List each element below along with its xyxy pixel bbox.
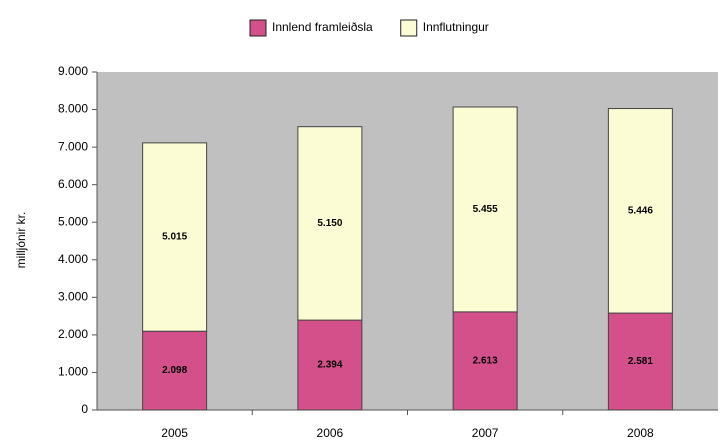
y-tick-label: 2.000 — [58, 327, 88, 341]
y-tick-label: 0 — [81, 402, 88, 416]
y-tick-label: 1.000 — [58, 365, 88, 379]
bar-segment — [452, 311, 518, 411]
legend-label: Innlend framleiðsla — [272, 20, 373, 34]
y-tick-label: 4.000 — [58, 252, 88, 266]
value-label: 5.150 — [317, 218, 342, 229]
bar-segment — [607, 108, 673, 314]
value-label: 2.394 — [317, 360, 342, 371]
x-tick-label: 2006 — [317, 426, 344, 440]
bar-segment — [607, 312, 673, 411]
x-tick-label: 2007 — [472, 426, 499, 440]
value-label: 5.446 — [628, 205, 653, 216]
value-label: 2.613 — [473, 356, 498, 367]
value-label: 5.015 — [162, 232, 187, 243]
value-label: 5.455 — [473, 204, 498, 215]
bar-segment — [142, 142, 208, 332]
y-axis-label: milljónir kr. — [14, 212, 28, 269]
y-tick-label: 3.000 — [58, 290, 88, 304]
bar-segment — [452, 106, 518, 313]
y-tick-label: 9.000 — [58, 64, 88, 78]
y-tick-label: 7.000 — [58, 139, 88, 153]
y-tick-label: 8.000 — [58, 102, 88, 116]
value-label: 2.581 — [628, 356, 653, 367]
y-tick-label: 6.000 — [58, 177, 88, 191]
legend-label: Innflutningur — [423, 20, 489, 34]
bar-segment — [297, 126, 363, 321]
value-label: 2.098 — [162, 365, 187, 376]
x-tick-label: 2008 — [627, 426, 654, 440]
y-tick-label: 5.000 — [58, 214, 88, 228]
legend-swatch — [249, 19, 267, 37]
x-tick-label: 2005 — [161, 426, 188, 440]
legend-swatch — [400, 19, 418, 37]
